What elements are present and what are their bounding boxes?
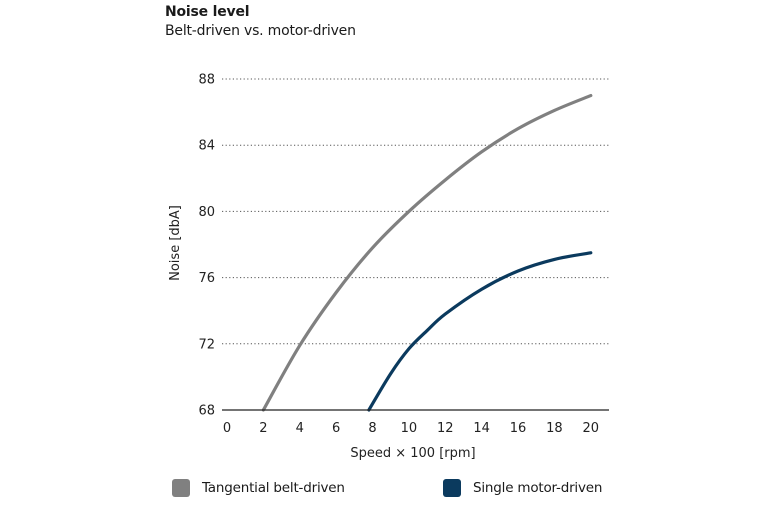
x-tick-label-20: 20 — [583, 421, 600, 436]
y-tick-label-76: 76 — [198, 271, 215, 286]
x-tick-label-18: 18 — [546, 421, 563, 436]
legend-item-belt: Tangential belt-driven — [172, 479, 345, 497]
y-tick-label-84: 84 — [198, 139, 215, 154]
x-tick-label-12: 12 — [437, 421, 454, 436]
series-line-belt-driven — [261, 93, 593, 412]
y-tick-label-68: 68 — [198, 404, 215, 419]
legend-item-motor: Single motor-driven — [443, 479, 602, 497]
x-tick-label-0: 0 — [223, 421, 231, 436]
y-tick-label-72: 72 — [198, 337, 215, 352]
legend-label-motor: Single motor-driven — [473, 480, 603, 496]
chart-title: Noise level — [165, 4, 250, 20]
x-axis-title: Speed × 100 [rpm] — [350, 446, 475, 461]
y-axis-title: Noise [dbA] — [168, 205, 183, 281]
legend-label-belt: Tangential belt-driven — [202, 480, 345, 496]
x-tick-label-2: 2 — [259, 421, 267, 436]
legend-swatch-belt — [172, 479, 190, 497]
x-tick-label-8: 8 — [368, 421, 376, 436]
y-tick-label-88: 88 — [198, 73, 215, 88]
legend-swatch-motor — [443, 479, 461, 497]
x-tick-label-14: 14 — [473, 421, 490, 436]
x-tick-label-10: 10 — [401, 421, 418, 436]
chart-subtitle: Belt-driven vs. motor-driven — [165, 23, 356, 39]
series-line-motor-driven — [367, 251, 593, 412]
grid-lines — [222, 78, 609, 345]
x-tick-label-6: 6 — [332, 421, 340, 436]
y-tick-label-80: 80 — [198, 205, 215, 220]
series-lines — [261, 93, 593, 412]
x-tick-label-4: 4 — [296, 421, 304, 436]
x-tick-label-16: 16 — [510, 421, 527, 436]
